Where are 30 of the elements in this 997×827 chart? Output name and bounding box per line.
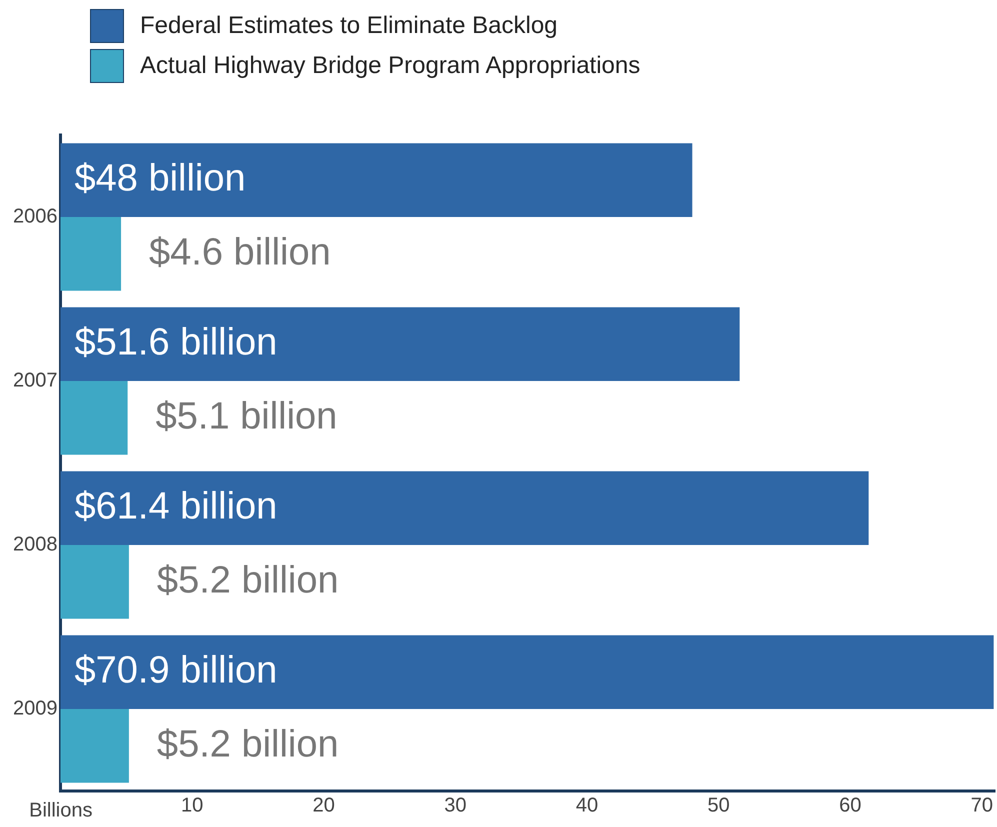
x-tick-label: 10 — [180, 794, 204, 817]
y-tick-label: 2007 — [12, 370, 58, 392]
x-tick-label: 60 — [839, 794, 862, 817]
bar — [60, 217, 122, 291]
data-label: $5.1 billion — [156, 395, 338, 438]
x-tick-label: 30 — [444, 794, 466, 817]
data-label: $51.6 billion — [74, 322, 278, 364]
data-label: $48 billion — [74, 158, 246, 200]
data-label: $5.2 billion — [156, 559, 339, 602]
bar — [60, 635, 994, 709]
data-label: $61.4 billion — [74, 486, 278, 528]
x-tick-label: 50 — [707, 794, 730, 817]
bar — [60, 381, 128, 455]
bar — [60, 471, 869, 545]
y-tick-label: 2006 — [12, 206, 58, 228]
bar — [60, 143, 692, 217]
data-label: $70.9 billion — [74, 650, 278, 692]
bar — [60, 709, 129, 783]
y-tick-label: 2009 — [12, 698, 58, 720]
data-label: $4.6 billion — [149, 231, 331, 274]
x-tick-label: 40 — [576, 794, 598, 817]
x-tick-label: 70 — [970, 794, 993, 817]
legend-label: Actual Highway Bridge Program Appropriations — [140, 52, 640, 80]
x-tick-label: 20 — [312, 794, 335, 817]
bar — [60, 307, 740, 381]
bar — [60, 545, 129, 619]
x-axis-title: Billions — [29, 800, 92, 822]
legend-label: Federal Estimates to Eliminate Backlog — [140, 12, 558, 40]
y-tick-label: 2008 — [12, 534, 58, 556]
data-label: $5.2 billion — [156, 723, 339, 766]
